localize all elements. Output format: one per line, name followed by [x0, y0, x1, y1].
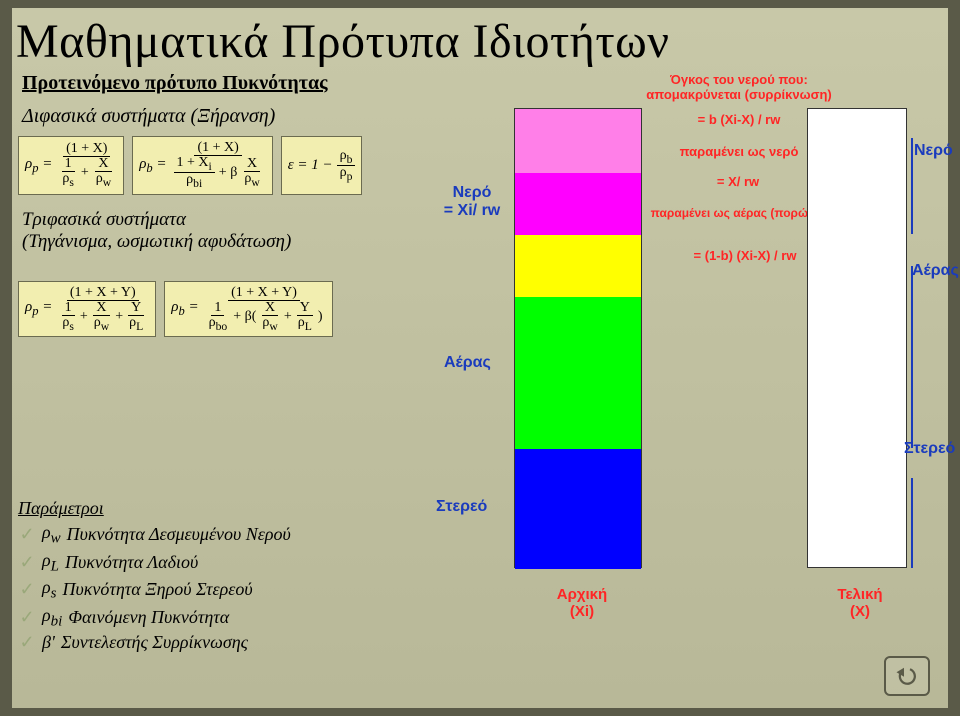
bar-segment-shrink: [515, 109, 641, 173]
eq-rho-p: ρp = (1 + X) 1ρs + Xρw: [18, 136, 124, 195]
bar-segment-air: [515, 297, 641, 449]
param-row: ✓ ρs Πυκνότητα Ξηρού Στερεού: [18, 576, 438, 604]
undo-icon: [892, 663, 922, 689]
param-symbol: ρw: [42, 522, 61, 548]
param-text: Πυκνότητα Ξηρού Στερεού: [62, 579, 252, 600]
param-text: Πυκνότητα Λαδιού: [65, 552, 198, 573]
param-text: Πυκνότητα Δεσμευμένου Νερού: [67, 524, 291, 545]
rightbar-segment-right_air: [808, 267, 906, 449]
biphasic-equations: ρp = (1 + X) 1ρs + Xρw ρb = (1 + X) 1 + …: [12, 132, 442, 203]
check-icon: ✓: [18, 632, 36, 653]
param-symbol: β': [42, 632, 55, 653]
param-symbol: ρs: [42, 577, 56, 603]
label-solid-left: Στερεό: [436, 498, 487, 516]
param-row: ✓ ρw Πυκνότητα Δεσμευμένου Νερού: [18, 521, 438, 549]
label-initial: Αρχική (Xi): [532, 586, 632, 620]
param-row: ✓ ρL Πυκνότητα Λαδιού: [18, 549, 438, 577]
check-icon: ✓: [18, 552, 36, 573]
eq-stay-water: = X/ rw: [688, 174, 788, 189]
param-symbol: ρL: [42, 550, 59, 576]
section-biphasic: Διφασικά συστήματα (Ξήρανση): [12, 99, 442, 132]
eq-stay-air: = (1-b) (Xi-X) / rw: [660, 248, 830, 263]
section-density-model: Προτεινόμενο πρότυπο Πυκνότητας: [12, 70, 442, 99]
label-water-right: Νερό: [914, 142, 953, 160]
parameters-block: Παράμετροι ✓ ρw Πυκνότητα Δεσμευμένου Νερο…: [18, 498, 438, 654]
check-icon: ✓: [18, 524, 36, 545]
page-title: Μαθηματικά Πρότυπα Ιδιοτήτων: [12, 8, 948, 71]
param-text: Φαινόμενη Πυκνότητα: [68, 607, 229, 628]
check-icon: ✓: [18, 579, 36, 600]
param-symbol: ρbi: [42, 605, 62, 631]
eq-epsilon: ε = 1 − ρbρp: [281, 136, 363, 195]
right-guides: [907, 108, 917, 568]
eq-rho-p-3: ρp = (1 + X + Y) 1ρs+ Xρw+ YρL: [18, 281, 156, 337]
bar-segment-solid: [515, 449, 641, 569]
param-text: Συντελεστής Συρρίκνωσης: [61, 632, 248, 653]
bar-segment-stay_water: [515, 173, 641, 235]
eq-rho-b-3: ρb = (1 + X + Y) 1ρbo + β( Xρw+ YρL ): [164, 281, 332, 337]
label-stay-water: παραμένει ως νερό: [664, 144, 814, 159]
label-air-left: Αέρας: [444, 354, 491, 372]
label-water-left: Νερό= Xi/ rw: [432, 184, 512, 220]
bar-segment-stay_air_highlight: [515, 235, 641, 297]
rightbar-segment-right_solid: [808, 479, 906, 569]
label-air-right: Αέρας: [912, 262, 959, 280]
eq-rho-b: ρb = (1 + X) 1 + Xiρbi + β Xρw: [132, 136, 273, 195]
param-row: ✓ β' Συντελεστής Συρρίκνωσης: [18, 631, 438, 654]
section-triphasic-2: (Τηγάνισμα, ωσμωτική αφυδάτωση): [12, 231, 442, 253]
caption-volume-water: Όγκος του νερού που: απομακρύνεται (συρρ…: [644, 72, 834, 102]
eq-shrink: = b (Xi-X) / rw: [664, 112, 814, 127]
label-final: Τελική (X): [810, 586, 910, 620]
bar-final: [807, 108, 907, 568]
volume-diagram: Νερό= Xi/ rw Αέρας Στερεό Όγκος του νερο…: [442, 108, 947, 708]
param-row: ✓ ρbi Φαινόμενη Πυκνότητα: [18, 604, 438, 632]
bar-initial: [514, 108, 642, 568]
triphasic-equations: ρp = (1 + X + Y) 1ρs+ Xρw+ YρL ρb = (1 +…: [12, 253, 442, 345]
section-triphasic-1: Τριφασικά συστήματα: [12, 203, 442, 231]
check-icon: ✓: [18, 607, 36, 628]
parameters-heading: Παράμετροι: [18, 498, 438, 519]
back-button[interactable]: [884, 656, 930, 696]
rightbar-segment-right_water: [808, 139, 906, 235]
